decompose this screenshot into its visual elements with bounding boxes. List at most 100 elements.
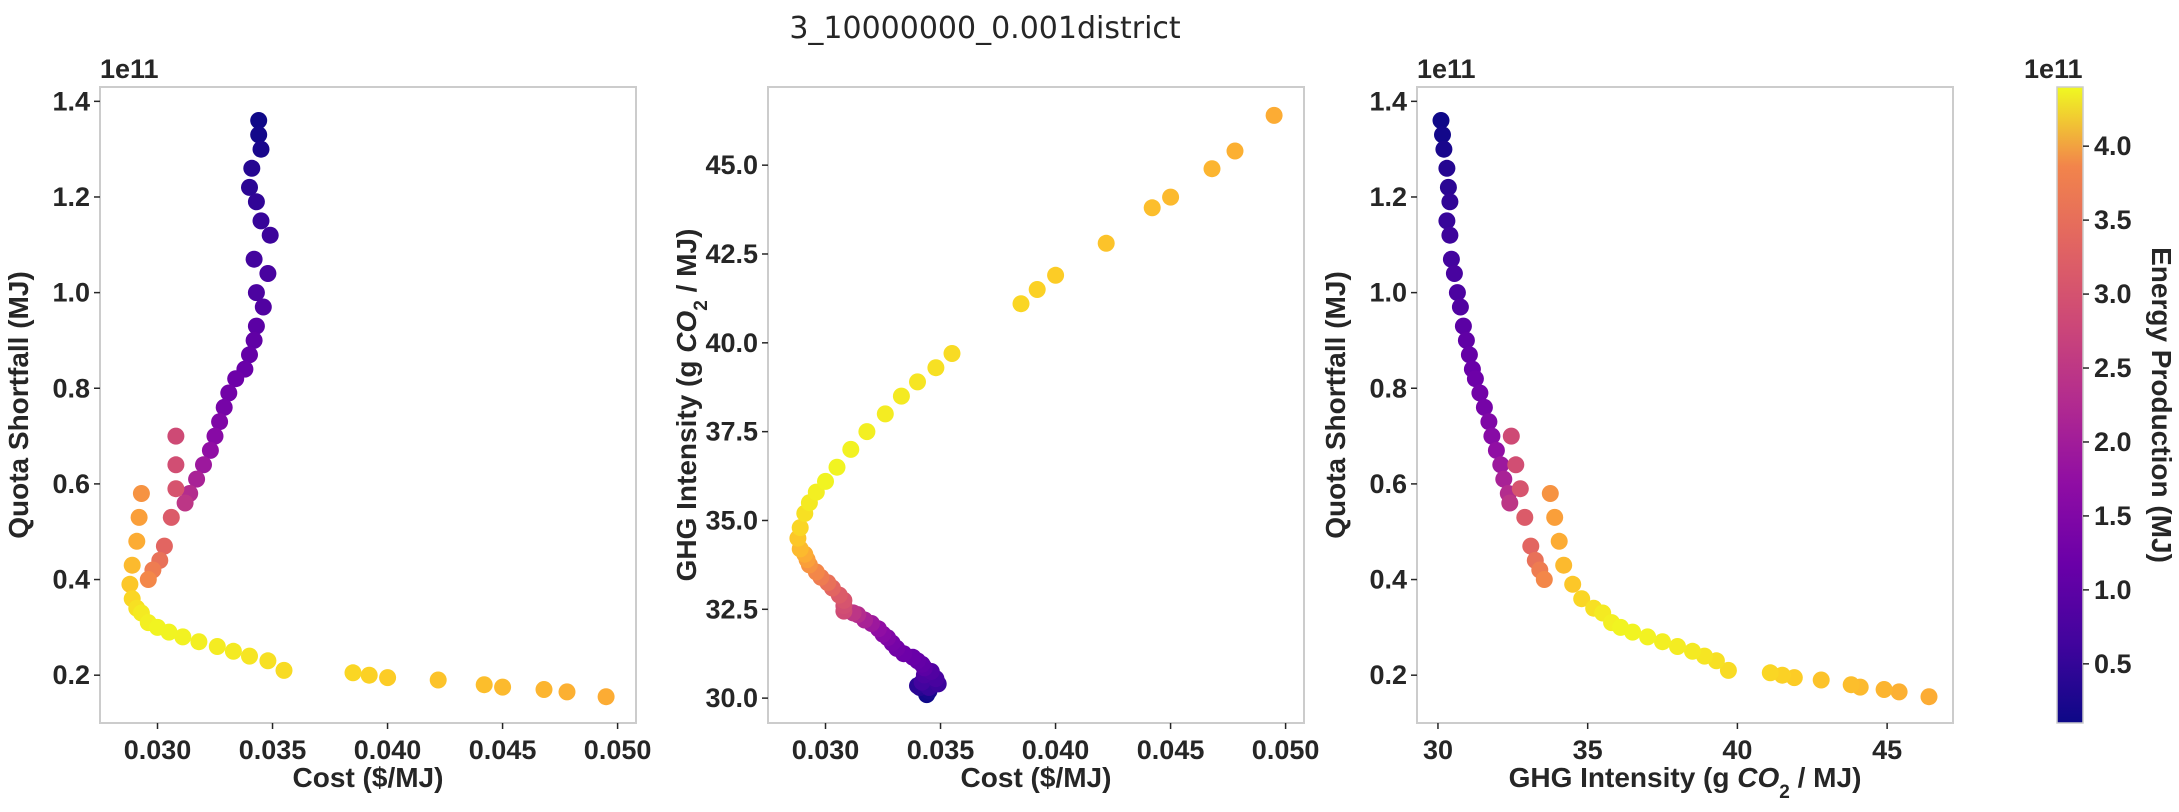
scatter-point [206,427,224,445]
x-axis-label: Cost ($/MJ) [961,762,1112,793]
scatter-point [558,683,576,701]
scatter-point [155,537,173,555]
scatter-point [1466,370,1484,388]
colorbar-tick-label: 2.5 [2094,353,2132,383]
scatter-point [1511,480,1529,498]
colorbar-tick-label: 1.0 [2094,575,2132,605]
scatter-point [1719,661,1737,679]
scatter-point [241,647,258,665]
colorbar-multiplier: 1e11 [2024,54,2083,84]
scatter-point [1812,671,1830,689]
scatter-point [121,575,139,593]
scatter-point [1438,212,1456,230]
scatter-point [1047,266,1065,284]
x-tick-label: 0.040 [354,735,422,765]
y-tick-label: 42.5 [705,239,758,269]
scatter-point [858,423,876,441]
y-tick-label: 1.0 [52,278,90,308]
scatter-point [188,470,206,488]
scatter-point [261,226,279,244]
scatter-point [943,345,961,362]
y-tick-label: 37.5 [705,417,758,447]
scatter-point [892,387,910,405]
scatter-point [1143,199,1161,217]
y-tick-label: 40.0 [705,328,758,358]
scatter-point [1439,178,1457,196]
scatter-point [1573,590,1591,608]
x-tick-label: 0.040 [1022,735,1090,765]
scatter-point [791,519,809,537]
x-tick-label: 0.045 [1137,735,1205,765]
scatter-point [1555,556,1573,574]
colorbar-tick-label: 2.0 [2094,427,2132,457]
scatter-point [241,178,258,196]
scatter-point [243,159,261,177]
scatter-point [167,480,185,498]
scatter-point [475,676,493,694]
colorbar-tick-label: 4.0 [2094,131,2132,161]
scatter-point [494,678,512,696]
scatter-point [1535,571,1553,588]
scatter-point [241,346,258,364]
axes-frame [767,86,1305,724]
scatter-point [1480,413,1498,431]
scatter-point [842,440,860,458]
colorbar-tick-label: 1.5 [2094,501,2132,531]
y-tick-label: 0.2 [1369,660,1407,690]
scatter-point [1669,638,1686,655]
scatter-point [1875,681,1893,698]
scatter-point [1445,265,1463,282]
y-tick-label: 1.2 [52,182,90,212]
y-tick-label: 0.8 [1369,373,1407,403]
scatter-point [1434,126,1451,144]
scatter-point [597,688,615,706]
figure-title: 3_10000000_0.001district [789,11,1181,46]
scatter-panel-2: 0.030 0.035 0.040 0.045 0.050 30.0 32.5 35.0 37.… [671,86,1320,793]
scatter-point [1522,537,1540,555]
colorbar: 0.5 1.0 1.5 2.0 2.5 3.0 3.5 4.0 1e11 Energy Produ… [2024,54,2177,724]
scatter-point [220,384,238,402]
x-tick-label: 0.030 [124,735,192,765]
scatter-point [344,664,362,682]
scatter-point [876,405,894,423]
y-tick-label: 0.8 [52,373,90,403]
scatter-point [1684,642,1701,660]
scatter-point [817,472,834,490]
scatter-point [1492,456,1510,474]
scatter-point [211,413,229,431]
y-axis-label: Quota Shortfall (MJ) [3,271,34,539]
colorbar-gradient [2056,86,2084,724]
x-axis-label: GHG Intensity (g CO2 / MJ) [1509,762,1862,803]
scatter-point [1546,508,1564,526]
scatter-point [535,681,553,698]
y-tick-label: 0.4 [1369,565,1407,595]
scatter-point [1162,188,1180,206]
scatter-point [123,556,141,574]
scatter-point [1442,250,1460,268]
scatter-point [250,112,268,129]
x-tick-label: 40 [1722,735,1752,765]
x-tick-label: 0.045 [469,735,537,765]
scatter-point [360,666,378,684]
y-offset-multiplier: 1e11 [1417,54,1476,84]
scatter-point [1890,683,1908,701]
scatter-point [1475,398,1493,416]
scatter-point [160,623,178,641]
scatter-point [927,359,945,377]
scatter-point [139,571,157,588]
scatter-point [167,456,185,474]
x-tick-label: 30 [1423,735,1453,765]
scatter-point [1639,628,1657,646]
scatter-point [909,373,926,391]
scatter-point [1502,427,1520,445]
scatter-point [1842,676,1860,694]
x-tick-label: 0.050 [1252,735,1320,765]
scatter-point [1541,485,1559,502]
scatter-point [259,265,277,282]
y-tick-label: 45.0 [705,150,758,180]
scatter-point [252,140,270,158]
scatter-point [1432,112,1450,129]
scatter-point [1441,226,1459,244]
y-tick-label: 0.6 [52,469,90,499]
